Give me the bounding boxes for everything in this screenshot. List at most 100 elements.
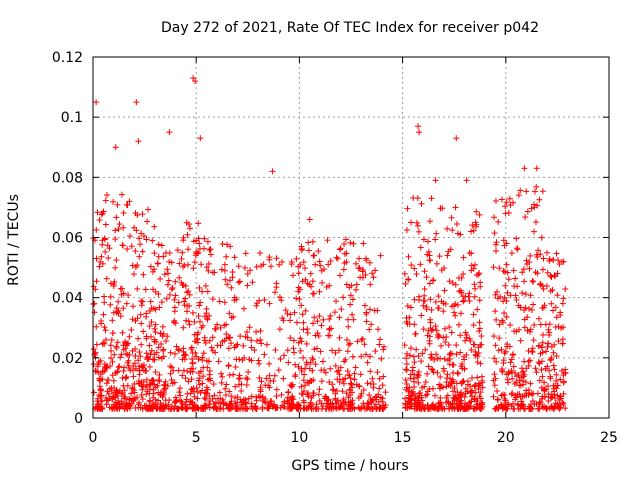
data-point [562,285,569,292]
data-point [363,257,370,264]
data-point [309,355,316,362]
data-point [531,188,538,195]
data-point [180,237,187,244]
data-point [296,296,303,303]
data-point [496,335,503,342]
data-point [229,274,236,281]
data-point [335,399,342,406]
data-point [154,260,161,267]
data-point [467,403,474,410]
data-point [490,264,497,271]
data-point [179,249,186,256]
data-point [224,241,231,248]
data-point [162,249,169,256]
data-point [258,340,265,347]
data-point [112,236,119,243]
data-point [505,368,512,375]
data-point [302,307,309,314]
data-point [243,382,250,389]
data-point [191,318,198,325]
data-point [155,376,162,383]
data-point [151,356,158,363]
data-point [518,374,525,381]
data-point [411,296,418,303]
data-point [364,359,371,366]
data-point [426,252,433,259]
data-point [120,305,127,312]
data-point [430,276,437,283]
y-tick-labels: 0 0.02 0.04 0.06 0.08 0.1 0.12 [52,50,83,427]
data-point [552,304,559,311]
data-point [326,404,333,411]
data-point [377,252,384,259]
data-point [540,331,547,338]
data-point [217,404,224,411]
data-point [533,165,540,172]
data-point [183,219,190,226]
data-point [253,328,260,335]
data-point [527,357,534,364]
data-point [435,400,442,407]
y-tick-label: 0.06 [52,231,83,247]
data-point [113,214,120,221]
data-point [368,399,375,406]
data-point [138,392,145,399]
data-point [401,342,408,349]
data-point [553,377,560,384]
data-point [519,378,526,385]
data-point [403,367,410,374]
data-point [257,394,264,401]
data-point [234,341,241,348]
data-point [475,386,482,393]
data-point [148,333,155,340]
data-point [223,321,230,328]
data-point [176,260,183,267]
data-point [501,403,508,410]
data-point [221,299,228,306]
data-point [538,344,545,351]
data-point [177,385,184,392]
data-point [124,351,131,358]
data-point [376,385,383,392]
data-point [199,322,206,329]
data-point [432,323,439,330]
data-point [491,371,498,378]
data-point [428,351,435,358]
data-point [295,363,302,370]
data-point [438,342,445,349]
data-point [443,399,450,406]
data-point [447,246,454,253]
data-point [182,375,189,382]
data-point [351,370,358,377]
data-point [192,78,199,85]
data-point [133,394,140,401]
data-point [203,390,210,397]
data-point [120,209,127,216]
data-point [499,317,506,324]
data-point [477,360,484,367]
data-point [108,347,115,354]
data-point [496,321,503,328]
data-point [185,378,192,385]
data-point [297,347,304,354]
data-point [514,401,521,408]
data-point [109,317,116,324]
data-point [217,324,224,331]
data-point [204,288,211,295]
data-point [340,266,347,273]
data-point [146,405,153,412]
data-point [158,242,165,249]
data-point [235,263,242,270]
data-point [92,368,99,375]
data-point [253,263,260,270]
data-point [153,349,160,356]
data-point [149,376,156,383]
data-point [521,324,528,331]
data-point [490,377,497,384]
data-point [133,227,140,234]
data-point [253,405,260,412]
data-point [495,218,502,225]
data-point [313,345,320,352]
data-point [216,389,223,396]
data-point [132,248,139,255]
